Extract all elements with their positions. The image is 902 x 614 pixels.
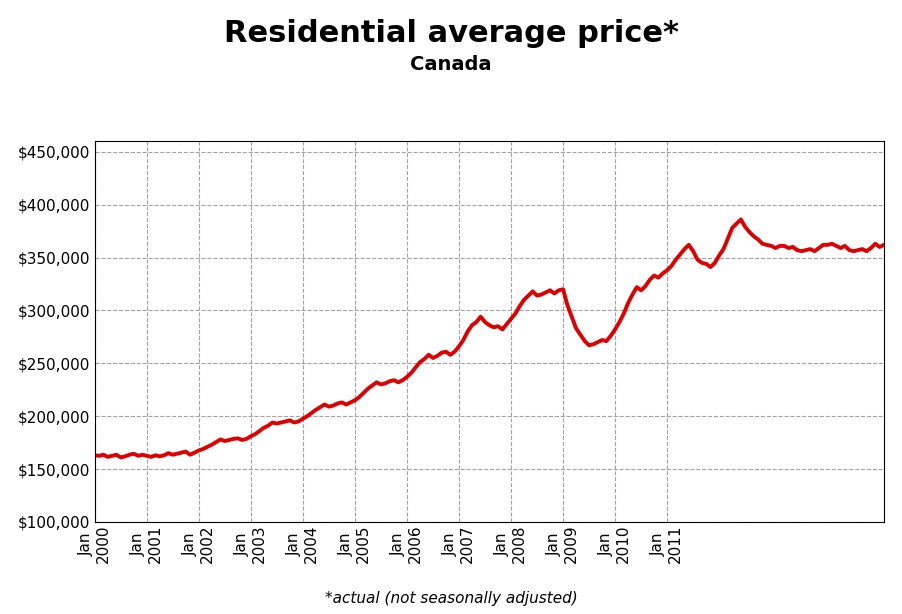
Text: Residential average price*: Residential average price*	[224, 19, 678, 49]
Text: Canada: Canada	[410, 55, 492, 74]
Text: *actual (not seasonally adjusted): *actual (not seasonally adjusted)	[325, 591, 577, 606]
